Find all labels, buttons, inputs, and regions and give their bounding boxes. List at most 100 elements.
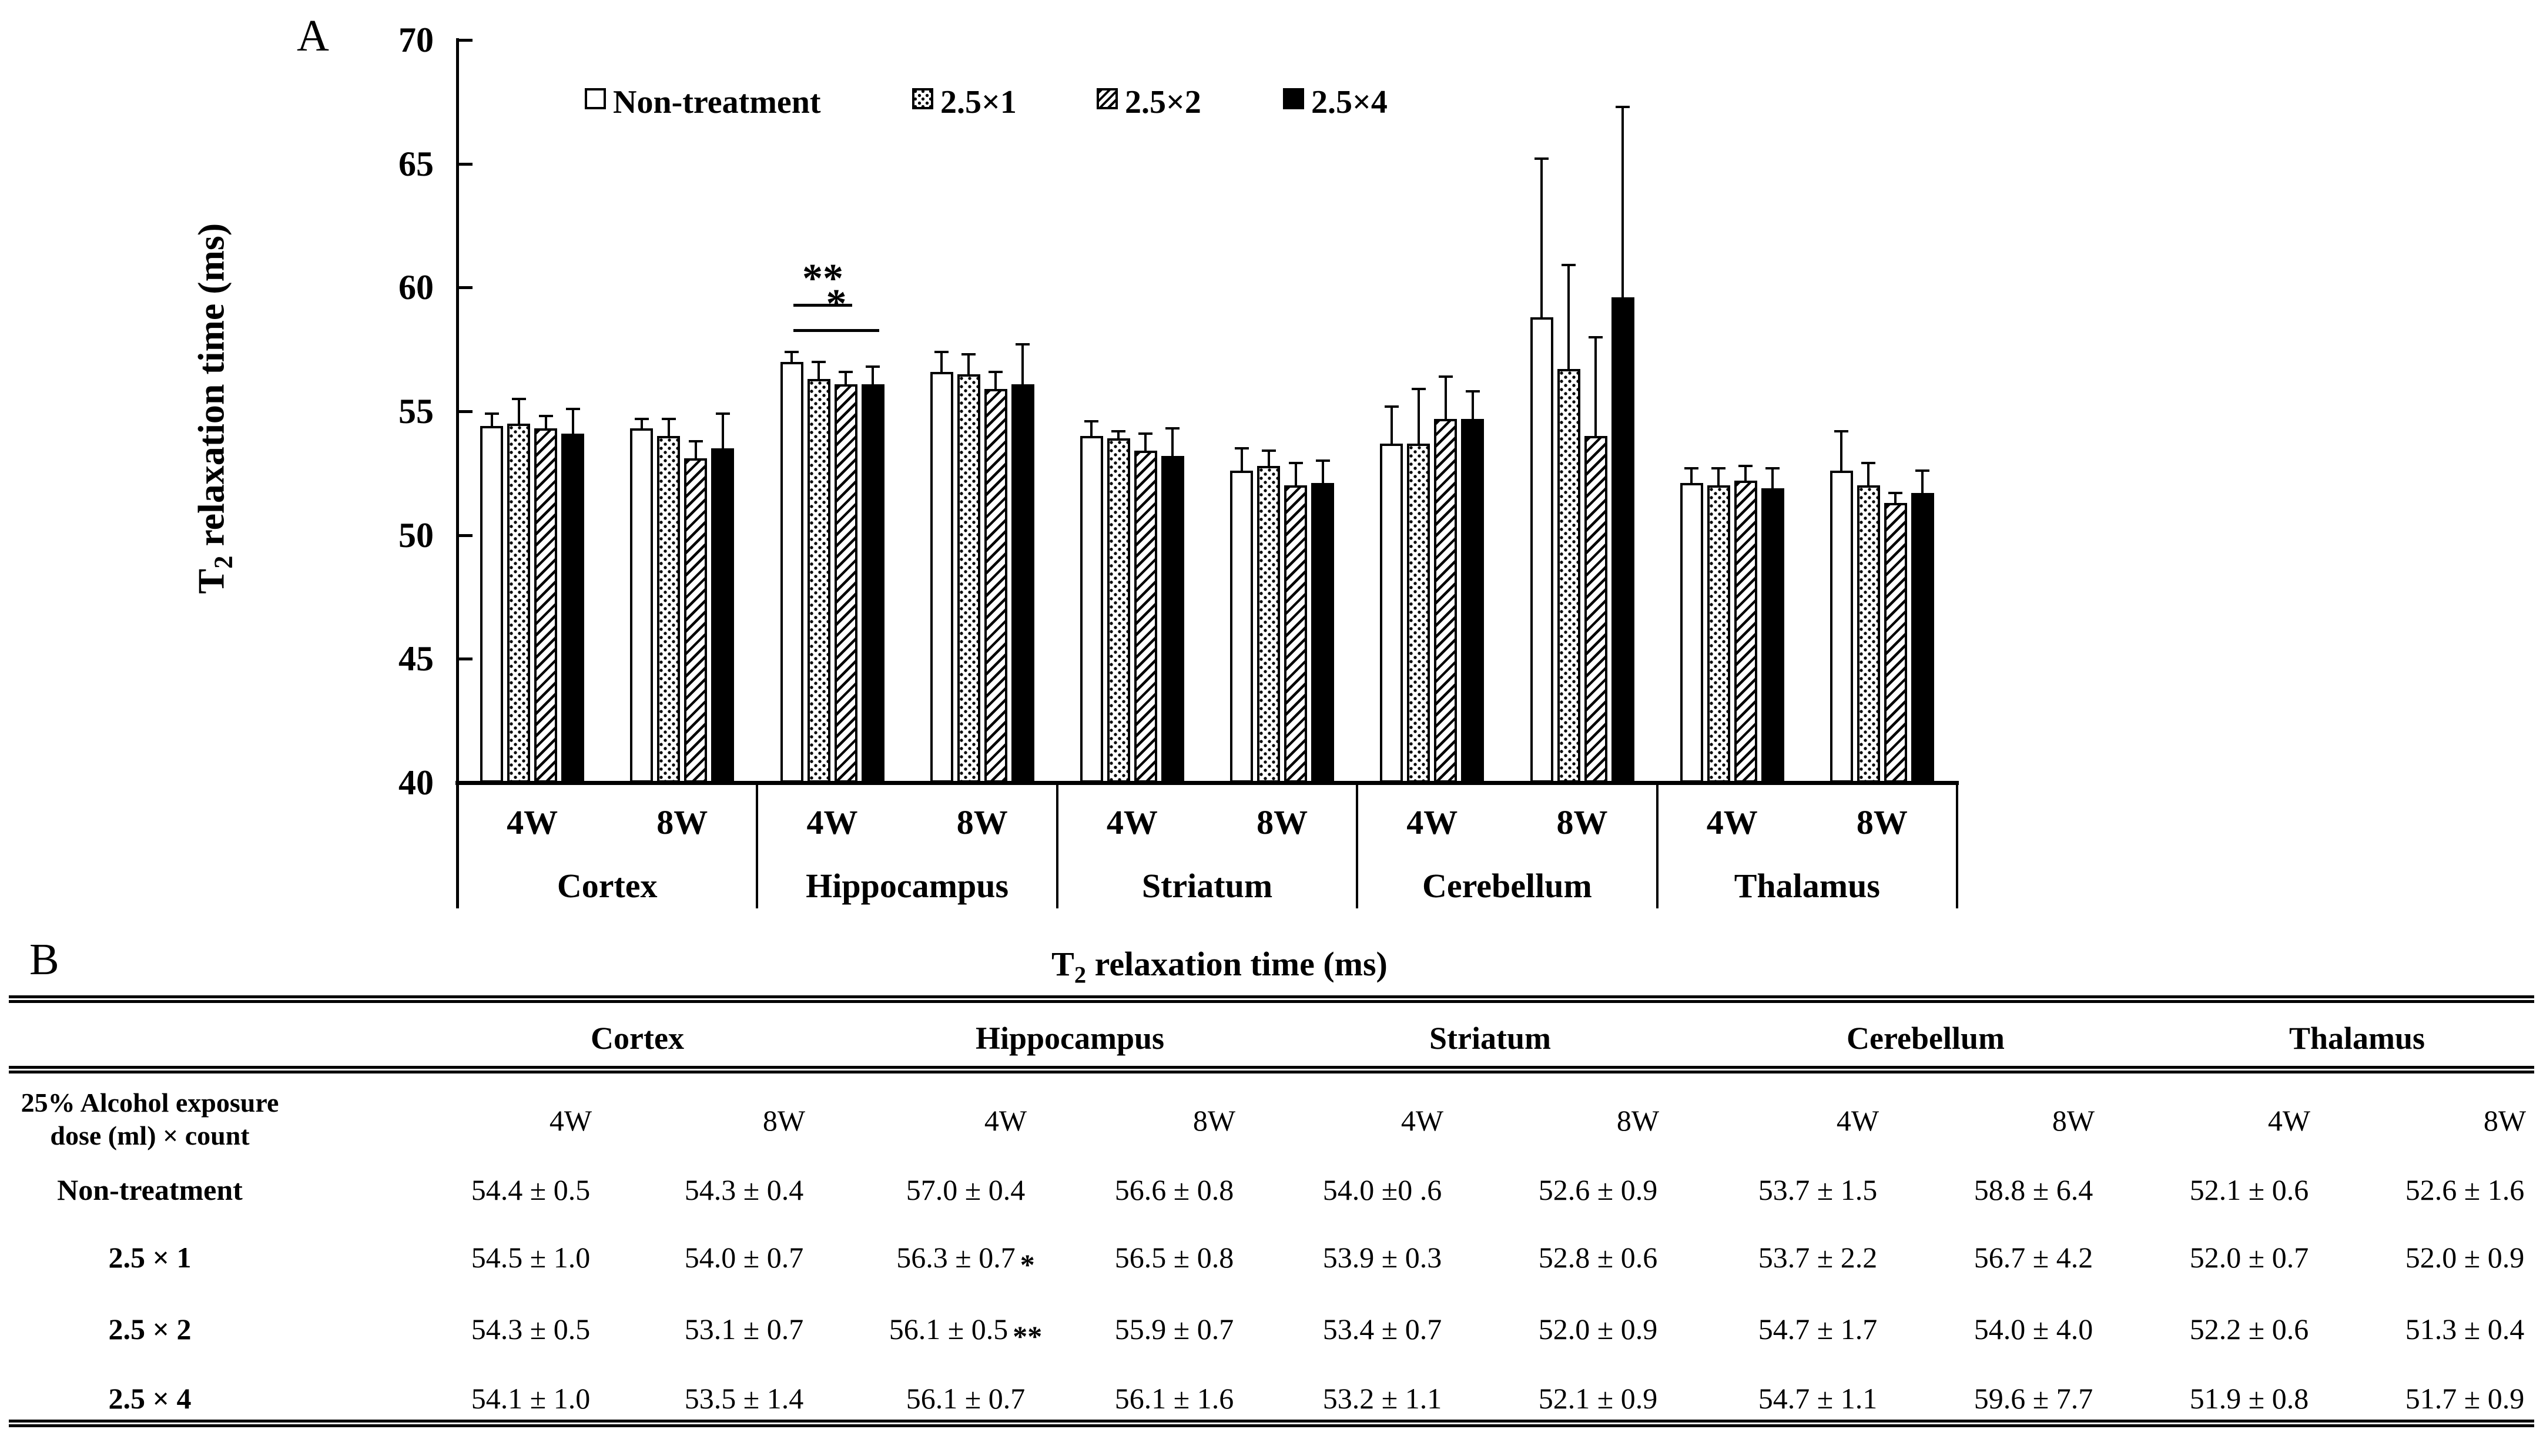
table-col-header: 8W [1192,1104,1236,1137]
legend-label: 2.5×1 [940,84,1017,120]
timepoint-label: 8W [1257,803,1308,841]
error-bar-cap [1438,375,1453,378]
significance-marker: * [1020,1248,1035,1281]
bar-cerebellum-4w-series1 [1407,443,1430,783]
timepoint-label: 4W [806,803,858,841]
error-bar-line [694,441,697,461]
error-bar-line [1717,468,1720,488]
y-axis-tick [457,162,473,166]
table-cell: 53.4 ± 0.7 [1323,1314,1442,1344]
error-bar-line [490,414,493,429]
legend-swatch-dots [912,88,933,109]
error-bar-line [1144,433,1147,454]
bar-striatum-4w-series2 [1134,451,1157,783]
cell-value: 53.9 ± 0.3 [1322,1241,1442,1274]
table-cell: 54.1 ± 1.0 [471,1384,590,1413]
error-bar-cap [1016,343,1030,346]
table-col-header: 4W [1836,1104,1879,1137]
bar-cerebellum-4w-series0 [1380,443,1403,783]
bar-hippocampus-4w-series0 [780,361,803,783]
table-cell: 55.9 ± 0.7 [1115,1314,1234,1344]
legend-swatch-solid [1283,88,1304,109]
significance-label: ** [802,256,843,301]
table-cell: 52.0 ± 0.7 [2190,1243,2309,1272]
timepoint-label: 4W [507,803,558,841]
table-rule [9,1066,2534,1073]
error-bar-line [1240,448,1243,474]
bar-hippocampus-4w-series1 [807,379,830,783]
cell-value: 54.4 ± 0.5 [471,1173,591,1206]
error-bar-cap [511,397,526,400]
table-cell: 56.1 ± 1.6 [1115,1384,1234,1413]
bar-hippocampus-8w-series0 [930,371,953,783]
cell-value: 54.7 ± 1.7 [1758,1313,1878,1346]
y-tick-label: 55 [398,392,434,431]
data-table: Cortex Hippocampus Striatum Cerebellum Thala… [0,922,2543,1456]
error-bar-cap [1616,105,1630,108]
table-cell: 52.6 ± 0.9 [1539,1175,1657,1205]
bar-striatum-8w-series2 [1284,485,1308,783]
cell-value: 51.3 ± 0.4 [2405,1313,2525,1346]
cell-value: 54.0 ± 4.0 [1974,1313,2093,1346]
table-cell: 53.7 ± 2.2 [1758,1243,1877,1272]
error-bar-cap [1261,449,1276,452]
band-separator [1956,783,1958,908]
bar-thalamus-4w-series3 [1761,488,1784,783]
table-cell: 52.1 ± 0.9 [1539,1384,1657,1413]
error-bar-cap [1915,469,1930,472]
cell-value: 56.1 ± 0.7 [906,1382,1026,1415]
error-bar-cap [934,350,949,353]
table-region-header: Thalamus [2289,1021,2425,1056]
error-bar-cap [989,370,1003,373]
legend-swatch-plain [585,88,606,109]
table-cell: 57.0 ± 0.4 [906,1175,1025,1205]
bar-striatum-8w-series1 [1257,465,1281,783]
error-bar-cap [1138,432,1153,435]
error-bar-cap [1834,430,1849,432]
error-bar-cap [1738,464,1753,467]
table-cell: 58.8 ± 6.4 [1974,1175,2093,1205]
error-bar-line [1471,391,1474,421]
error-bar-line [1594,337,1597,439]
table-rule [9,995,2534,1003]
table-cell: 56.1 ± 0.5 ** [889,1314,1042,1351]
error-bar-line [1090,421,1093,439]
table-col-header: 8W [762,1104,806,1137]
legend-label: 2.5×2 [1125,84,1201,120]
table-cell: 52.8 ± 0.6 [1539,1243,1657,1272]
bar-striatum-4w-series1 [1107,438,1130,783]
bar-cerebellum-4w-series2 [1434,418,1458,783]
y-axis-tick [457,657,473,661]
legend-label: 2.5×4 [1311,84,1388,120]
error-bar-line [845,371,847,387]
error-bar-cap [1288,462,1303,465]
cell-value: 52.0 ± 0.9 [1538,1313,1658,1346]
bar-thalamus-8w-series2 [1884,502,1907,783]
cell-value: 56.5 ± 0.8 [1114,1241,1234,1274]
bar-chart: 40 45 50 55 60 65 70 Non-treatment 2.5×1 2.5×2 2.5… [398,22,1959,908]
error-bar-cap [1315,459,1330,462]
table-cell: 52.0 ± 0.9 [2405,1243,2524,1272]
y-tick-label: 45 [398,639,434,679]
error-bar-line [940,351,943,374]
table-rule [9,1420,2534,1427]
table-region-header: Cortex [591,1021,684,1056]
y-tick-label: 60 [398,268,434,307]
cell-value: 54.0 ±0 .6 [1322,1173,1442,1206]
significance-line [793,329,879,332]
cell-value: 52.6 ± 1.6 [2405,1173,2525,1206]
error-bar-cap [812,360,826,363]
error-bar-cap [1562,264,1576,267]
error-bar-cap [1589,336,1603,338]
error-bar-line [1744,465,1747,483]
significance-line [793,304,852,307]
table-cell: 53.2 ± 1.1 [1323,1384,1442,1413]
table-col-header: 4W [549,1104,592,1137]
table-row-label: 2.5 × 2 [108,1313,192,1346]
table-cell: 54.4 ± 0.5 [471,1175,590,1205]
cell-value: 52.0 ± 0.9 [2405,1241,2525,1274]
cell-value: 51.9 ± 0.8 [2189,1382,2309,1415]
table-cell: 54.3 ± 0.4 [685,1175,803,1205]
cell-value: 56.7 ± 4.2 [1974,1241,2093,1274]
error-bar-line [640,418,643,431]
